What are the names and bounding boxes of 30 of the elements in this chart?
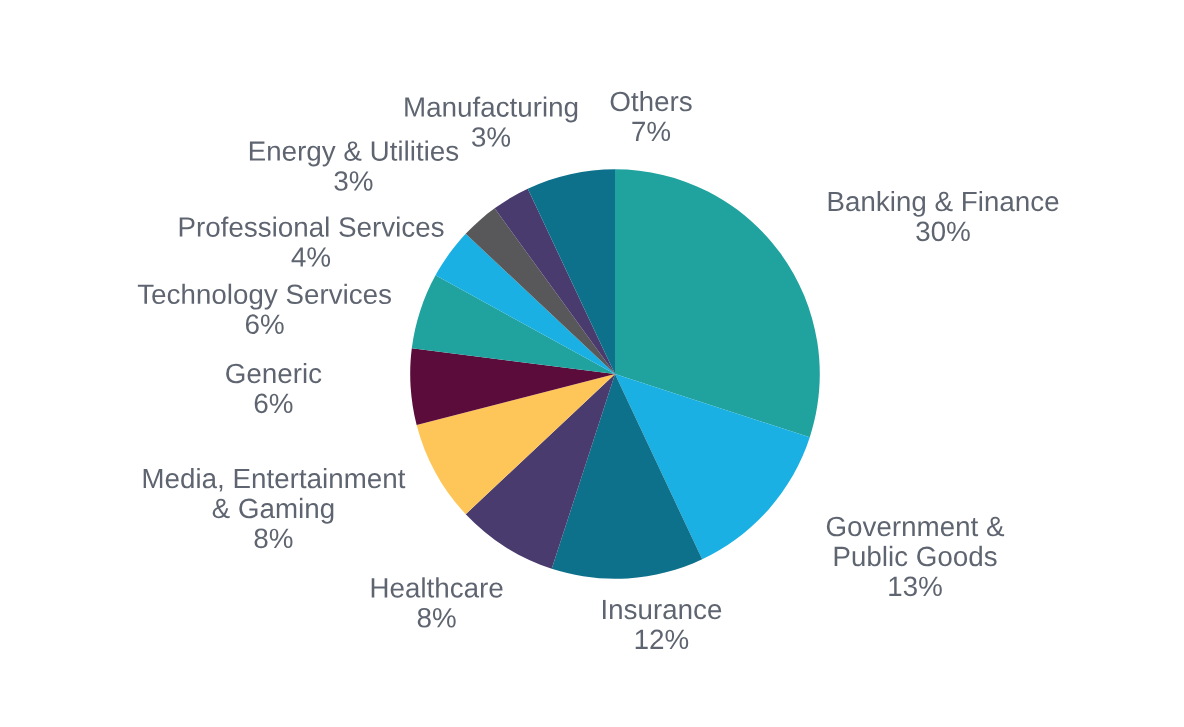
slice-label: Professional Services (179, 216, 444, 237)
data-label: 30% (916, 221, 970, 242)
slice-label: Media, Entertainment & Gaming (143, 467, 406, 524)
data-label: 13% (889, 576, 942, 597)
data-label: 8% (417, 607, 456, 628)
data-label: 12% (635, 629, 689, 650)
pie-slice (494, 188, 615, 374)
data-label: 3% (334, 171, 373, 191)
slice-label: Insurance (602, 599, 722, 620)
slice-label: Manufacturing (405, 96, 578, 123)
slice-label: Energy & Utilities (249, 140, 459, 167)
pie-slice (551, 374, 703, 579)
pie-slice (416, 374, 615, 515)
data-label: 4% (291, 247, 331, 267)
pie-slice (527, 169, 615, 374)
pie-slice (410, 348, 615, 425)
slice-label: Technology Services (137, 283, 391, 310)
pie-slice (465, 208, 615, 374)
pie-slice (465, 374, 615, 569)
slice-label: Generic (226, 362, 322, 384)
data-label: 7% (632, 121, 671, 142)
pie-slice (615, 374, 810, 560)
data-label: 3% (471, 127, 511, 147)
data-label: 8% (254, 528, 293, 549)
slice-label: Banking & Finance (828, 190, 1059, 217)
data-label: 6% (254, 393, 293, 414)
data-label: 6% (245, 314, 284, 335)
slice-label: Government & Public Goods (826, 516, 1005, 567)
slice-label: Healthcare (371, 577, 503, 598)
slice-label: Others (610, 90, 692, 112)
